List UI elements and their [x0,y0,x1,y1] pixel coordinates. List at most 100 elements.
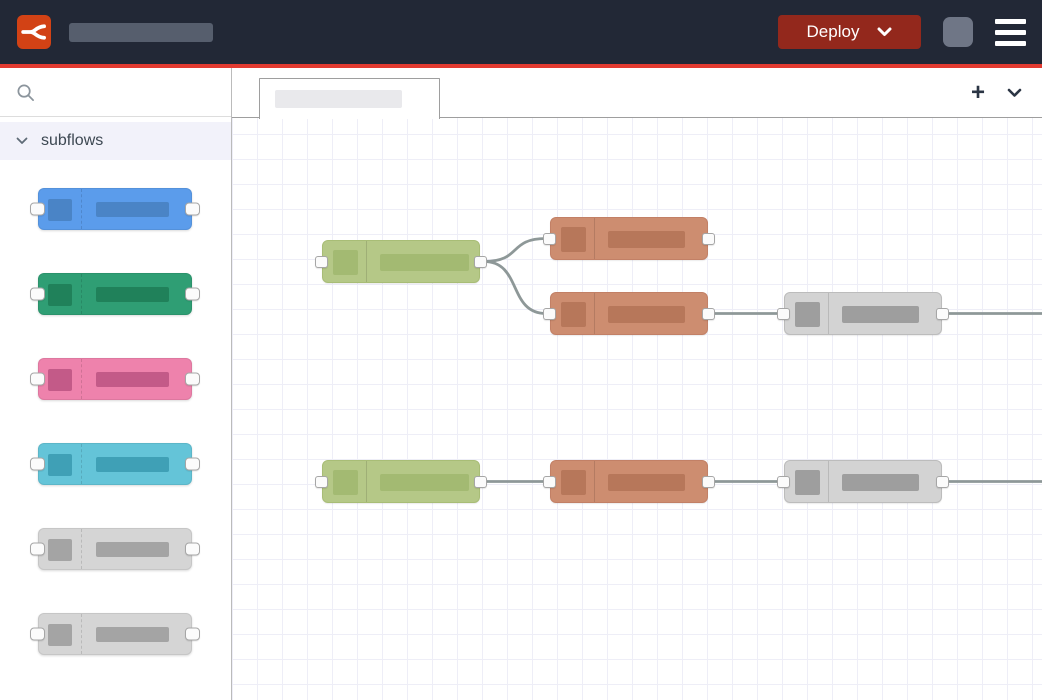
node-icon-separator [81,444,82,484]
flow-node-salmon-1[interactable] [543,217,715,260]
node-icon-placeholder [561,227,586,252]
node-label-placeholder [96,372,169,387]
wire-layer [483,237,1042,483]
node-input-port[interactable] [30,457,45,471]
node-input-port[interactable] [543,475,556,488]
node-icon-placeholder [48,539,72,561]
node-label-placeholder [608,231,685,248]
node-input-port[interactable] [30,287,45,301]
node-icon-separator [81,189,82,229]
wire[interactable] [483,237,547,263]
flow-node-salmon-2[interactable] [543,292,715,335]
node-icon-separator [81,614,82,654]
node-label-placeholder [608,306,685,323]
search-icon [17,84,34,101]
header-title-placeholder [69,22,213,42]
header: Deploy [0,0,1042,64]
node-output-port[interactable] [185,372,200,386]
flow-list-button[interactable] [1002,81,1026,105]
node-icon-placeholder [561,470,586,495]
node-input-port[interactable] [543,232,556,245]
palette-category-label: subflows [41,132,104,149]
node-label-placeholder [842,474,919,491]
flow-node-green-2[interactable] [315,460,487,503]
node-output-port[interactable] [185,627,200,641]
flow-node-salmon-3[interactable] [543,460,715,503]
node-output-port[interactable] [936,475,949,488]
node-icon-placeholder [48,199,72,221]
node-input-port[interactable] [30,542,45,556]
palette-category-subflows[interactable]: subflows [0,122,231,160]
node-input-port[interactable] [777,307,790,320]
palette-subflow-gray-2[interactable] [30,613,200,655]
node-icon-separator [366,461,367,502]
node-label-placeholder [96,202,169,217]
node-icon-separator [81,274,82,314]
main-menu-button[interactable] [995,18,1026,46]
node-output-port[interactable] [185,542,200,556]
node-label-placeholder [380,254,469,271]
tabbar-actions: + [966,68,1026,118]
node-icon-placeholder [48,624,72,646]
palette-subflow-green[interactable] [30,273,200,315]
node-label-placeholder [608,474,685,491]
node-label-placeholder [96,627,169,642]
node-input-port[interactable] [543,307,556,320]
node-icon-separator [594,218,595,259]
plus-icon: + [970,79,985,106]
node-input-port[interactable] [30,627,45,641]
node-input-port[interactable] [315,475,328,488]
node-output-port[interactable] [185,287,200,301]
header-accent-line [0,64,1042,68]
header-actions: Deploy [778,0,1026,64]
flow-node-gray-1[interactable] [777,292,949,335]
node-icon-placeholder [561,302,586,327]
user-avatar[interactable] [943,17,973,47]
node-label-placeholder [96,542,169,557]
node-label-placeholder [96,457,169,472]
chevron-down-icon [1007,88,1021,97]
node-output-port[interactable] [702,307,715,320]
flow-tab-label-placeholder [275,90,402,108]
node-icon-placeholder [333,250,358,275]
palette-subflow-pink[interactable] [30,358,200,400]
node-input-port[interactable] [777,475,790,488]
node-output-port[interactable] [474,475,487,488]
palette-subflow-blue[interactable] [30,188,200,230]
palette-search[interactable] [0,68,231,117]
workspace: + [232,68,1042,700]
flow-canvas[interactable] [232,118,1042,700]
node-output-port[interactable] [936,307,949,320]
palette-node-list [0,160,231,655]
flow-node-gray-2[interactable] [777,460,949,503]
deploy-button[interactable]: Deploy [778,15,921,49]
node-icon-placeholder [333,470,358,495]
node-icon-placeholder [795,470,820,495]
node-icon-separator [594,461,595,502]
node-output-port[interactable] [185,202,200,216]
node-label-placeholder [96,287,169,302]
flow-node-green-1[interactable] [315,240,487,283]
node-input-port[interactable] [30,372,45,386]
node-icon-separator [81,529,82,569]
node-label-placeholder [842,306,919,323]
node-input-port[interactable] [315,255,328,268]
node-icon-separator [594,293,595,334]
node-output-port[interactable] [702,232,715,245]
node-output-port[interactable] [702,475,715,488]
wire[interactable] [483,260,547,315]
node-label-placeholder [380,474,469,491]
node-icon-placeholder [48,284,72,306]
node-output-port[interactable] [474,255,487,268]
node-output-port[interactable] [185,457,200,471]
node-icon-placeholder [48,454,72,476]
palette-subflow-gray-1[interactable] [30,528,200,570]
palette-subflow-cyan[interactable] [30,443,200,485]
node-icon-placeholder [48,369,72,391]
node-icon-separator [81,359,82,399]
flow-tab-active[interactable] [259,78,440,119]
add-flow-button[interactable]: + [966,79,990,106]
node-red-logo-icon [21,24,46,40]
node-input-port[interactable] [30,202,45,216]
